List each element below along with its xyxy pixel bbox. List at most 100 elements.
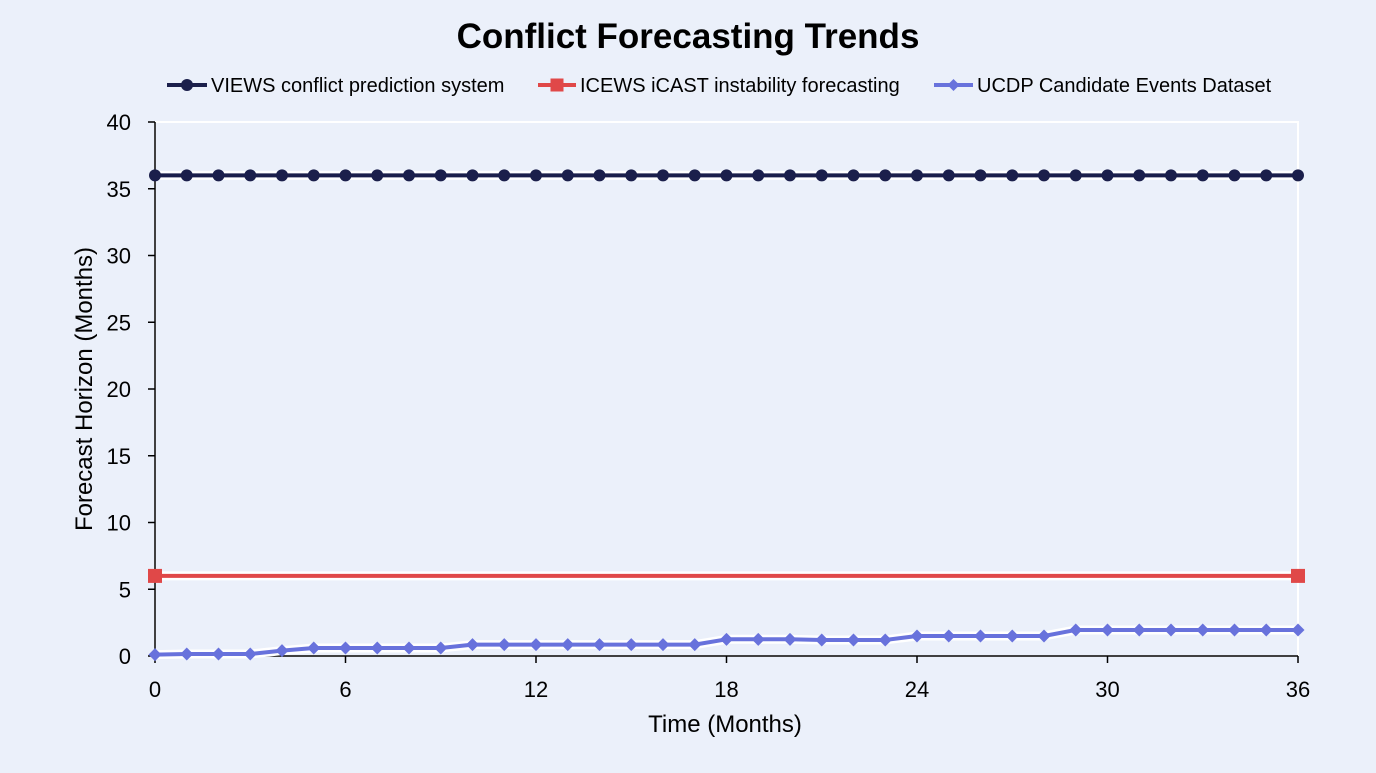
y-tick-label: 20 <box>107 377 131 402</box>
data-point <box>434 641 448 655</box>
legend-label: UCDP Candidate Events Dataset <box>977 75 1272 97</box>
data-point <box>212 647 225 661</box>
data-point <box>974 629 987 643</box>
data-point <box>1260 169 1273 182</box>
data-point <box>307 641 321 655</box>
x-tick-label: 24 <box>905 677 929 702</box>
data-point <box>1292 169 1304 182</box>
data-point <box>1291 623 1305 637</box>
data-point <box>1005 629 1019 643</box>
x-tick-label: 18 <box>714 677 738 702</box>
chart-title: Conflict Forecasting Trends <box>457 17 920 56</box>
data-point <box>1006 169 1019 182</box>
y-tick-label: 35 <box>107 177 131 202</box>
data-point <box>625 169 638 182</box>
data-point <box>624 638 638 652</box>
data-point <box>498 169 511 182</box>
data-point <box>593 169 606 182</box>
data-point <box>783 632 797 646</box>
y-tick-label: 25 <box>107 310 131 335</box>
data-point <box>911 169 923 182</box>
data-point <box>530 169 542 182</box>
data-point <box>339 169 352 182</box>
data-point <box>1228 623 1241 637</box>
data-point <box>1164 623 1178 637</box>
data-point <box>1069 623 1083 637</box>
data-point <box>244 169 257 182</box>
data-point <box>784 169 796 182</box>
data-point <box>148 568 162 583</box>
data-point <box>148 648 162 662</box>
data-point <box>1291 568 1305 583</box>
legend: VIEWS conflict prediction system ICEWS iC… <box>167 75 1272 97</box>
data-point <box>847 633 860 647</box>
data-point <box>307 169 320 182</box>
x-axis-label: Time (Months) <box>648 711 802 738</box>
data-point <box>974 169 987 182</box>
data-point <box>561 169 574 182</box>
data-point <box>720 169 733 182</box>
data-point <box>752 169 765 182</box>
data-point <box>1133 169 1146 182</box>
data-point <box>1165 169 1177 182</box>
data-point <box>910 629 924 643</box>
data-point <box>847 169 860 182</box>
x-tick-label: 12 <box>524 677 548 702</box>
data-point <box>688 169 701 182</box>
data-point <box>878 633 892 647</box>
y-tick-label: 10 <box>107 511 131 536</box>
data-point <box>434 169 447 182</box>
y-axis-label: Forecast Horizon (Months) <box>71 247 98 531</box>
y-tick-label: 30 <box>107 244 131 269</box>
y-tick-label: 15 <box>107 444 131 469</box>
data-point <box>149 169 161 182</box>
x-tick-label: 30 <box>1095 677 1119 702</box>
data-point <box>1132 623 1146 637</box>
data-point <box>942 629 956 643</box>
data-point <box>751 632 765 646</box>
data-point <box>1101 169 1114 182</box>
x-tick-label: 0 <box>149 677 161 702</box>
data-point <box>275 644 289 658</box>
data-point <box>720 632 733 646</box>
x-tick-label: 36 <box>1286 677 1310 702</box>
data-point <box>339 641 352 655</box>
data-point <box>497 638 511 652</box>
data-point <box>243 647 257 661</box>
data-point <box>593 638 606 652</box>
data-point <box>1101 623 1114 637</box>
data-point <box>466 638 479 652</box>
data-point <box>180 647 194 661</box>
legend-marker <box>550 78 564 92</box>
data-point <box>1038 169 1050 182</box>
data-point <box>370 641 384 655</box>
legend-label: ICEWS iCAST instability forecasting <box>580 75 900 97</box>
data-point <box>180 169 193 182</box>
data-point <box>402 641 416 655</box>
data-point <box>656 638 670 652</box>
data-point <box>688 638 702 652</box>
x-tick-label: 6 <box>339 677 351 702</box>
data-point <box>466 169 479 182</box>
data-point <box>371 169 384 182</box>
data-point <box>879 169 892 182</box>
data-point <box>529 638 543 652</box>
legend-marker <box>947 79 960 91</box>
data-point <box>212 169 225 182</box>
data-point <box>1069 169 1082 182</box>
data-point <box>1259 623 1273 637</box>
data-point <box>1228 169 1241 182</box>
data-point <box>942 169 955 182</box>
y-tick-label: 5 <box>119 577 131 602</box>
legend-label: VIEWS conflict prediction system <box>211 75 504 97</box>
y-tick-label: 0 <box>119 644 131 669</box>
data-point <box>815 169 828 182</box>
legend-marker <box>181 79 193 91</box>
data-point <box>657 169 669 182</box>
plot-area: 0 5 10 15 20 25 30 35 40 0 6 12 18 24 30 36 <box>107 110 1311 702</box>
data-point <box>403 169 415 182</box>
data-point <box>1196 169 1209 182</box>
data-point <box>561 638 575 652</box>
data-point <box>1037 629 1051 643</box>
